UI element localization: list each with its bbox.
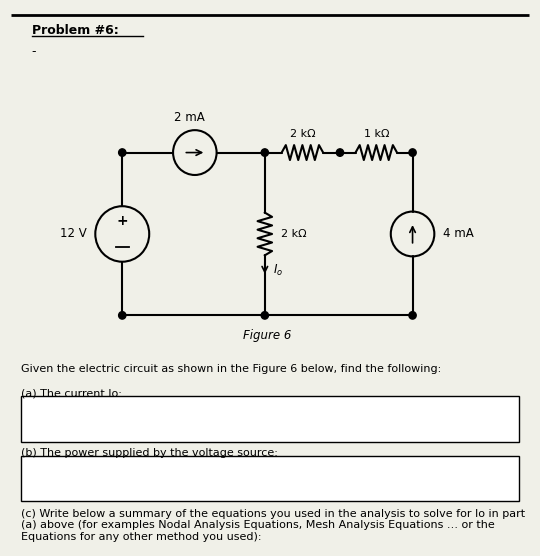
Text: 12 V: 12 V xyxy=(60,227,87,240)
Text: $I_o$: $I_o$ xyxy=(273,263,284,278)
Circle shape xyxy=(409,149,416,156)
Text: (c) Write below a summary of the equations you used in the analysis to solve for: (c) Write below a summary of the equatio… xyxy=(21,509,525,542)
FancyBboxPatch shape xyxy=(21,456,519,501)
Text: 2 mA: 2 mA xyxy=(174,111,205,125)
Text: 1 kΩ: 1 kΩ xyxy=(363,128,389,138)
Circle shape xyxy=(261,311,268,319)
Text: Problem #6:: Problem #6: xyxy=(31,24,118,37)
FancyBboxPatch shape xyxy=(21,396,519,442)
Text: (b) The power supplied by the voltage source:: (b) The power supplied by the voltage so… xyxy=(21,448,278,458)
Text: Given the electric circuit as shown in the Figure 6 below, find the following:: Given the electric circuit as shown in t… xyxy=(21,365,441,375)
Text: 2 kΩ: 2 kΩ xyxy=(281,229,307,239)
Text: +: + xyxy=(117,214,128,228)
Text: Figure 6: Figure 6 xyxy=(243,329,292,342)
Circle shape xyxy=(409,311,416,319)
Text: 4 mA: 4 mA xyxy=(443,227,474,240)
Circle shape xyxy=(119,149,126,156)
Circle shape xyxy=(119,311,126,319)
Circle shape xyxy=(336,149,343,156)
Text: (a) The current Io:: (a) The current Io: xyxy=(21,389,122,399)
Text: -: - xyxy=(31,44,36,58)
Text: 2 kΩ: 2 kΩ xyxy=(289,128,315,138)
Circle shape xyxy=(261,149,268,156)
